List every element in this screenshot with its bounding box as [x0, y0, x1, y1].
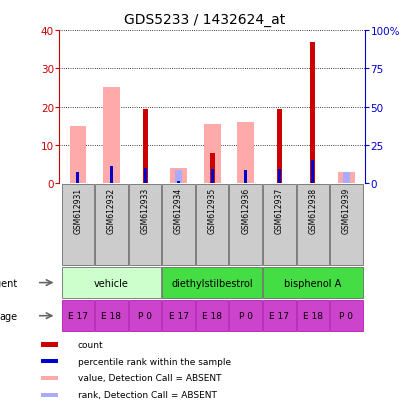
Bar — [162, 185, 194, 266]
Text: value, Detection Call = ABSENT: value, Detection Call = ABSENT — [78, 374, 221, 382]
Bar — [143, 168, 146, 184]
Bar — [177, 182, 180, 184]
Text: E 17: E 17 — [68, 311, 88, 320]
Text: E 18: E 18 — [101, 311, 121, 320]
Bar — [277, 169, 280, 184]
Bar — [310, 161, 314, 184]
Text: GSM612939: GSM612939 — [341, 187, 350, 233]
Bar — [41, 376, 58, 380]
Bar — [329, 185, 362, 266]
Bar — [329, 301, 362, 331]
Bar — [162, 301, 194, 331]
Bar — [263, 301, 295, 331]
Bar — [61, 268, 161, 298]
Text: E 17: E 17 — [168, 311, 188, 320]
Text: GSM612937: GSM612937 — [274, 187, 283, 233]
Text: age: age — [0, 311, 18, 321]
Bar — [196, 301, 228, 331]
Text: rank, Detection Call = ABSENT: rank, Detection Call = ABSENT — [78, 390, 216, 399]
Text: agent: agent — [0, 278, 18, 288]
Bar — [175, 171, 182, 184]
Bar — [244, 171, 247, 184]
Text: E 17: E 17 — [269, 311, 289, 320]
Bar — [170, 169, 187, 184]
Text: E 18: E 18 — [202, 311, 222, 320]
Bar — [342, 172, 349, 184]
Text: diethylstilbestrol: diethylstilbestrol — [171, 278, 252, 288]
Bar — [41, 359, 58, 363]
Bar — [142, 109, 147, 184]
Bar — [41, 342, 58, 347]
Text: count: count — [78, 340, 103, 349]
Text: GSM612931: GSM612931 — [73, 187, 82, 233]
Bar — [70, 126, 86, 184]
Bar — [337, 172, 354, 184]
Text: P 0: P 0 — [339, 311, 353, 320]
Text: bisphenol A: bisphenol A — [283, 278, 341, 288]
Bar — [110, 166, 113, 184]
Bar — [95, 185, 128, 266]
Bar — [209, 153, 214, 184]
Text: GSM612938: GSM612938 — [308, 187, 317, 233]
Bar — [128, 185, 161, 266]
Bar — [61, 185, 94, 266]
Bar — [229, 301, 261, 331]
Text: E 18: E 18 — [302, 311, 322, 320]
Bar — [276, 109, 281, 184]
Text: GSM612936: GSM612936 — [240, 187, 249, 233]
Bar — [263, 185, 295, 266]
Text: GSM612935: GSM612935 — [207, 187, 216, 233]
Bar — [229, 185, 261, 266]
Bar — [41, 393, 58, 397]
Bar — [237, 123, 254, 184]
Bar — [196, 185, 228, 266]
Text: P 0: P 0 — [238, 311, 252, 320]
Bar — [203, 125, 220, 184]
Text: GSM612934: GSM612934 — [174, 187, 183, 233]
Bar — [61, 301, 94, 331]
Bar — [296, 301, 328, 331]
Bar — [263, 268, 362, 298]
Text: P 0: P 0 — [138, 311, 152, 320]
Bar — [210, 170, 213, 184]
Bar — [296, 185, 328, 266]
Bar — [128, 301, 161, 331]
Bar — [310, 43, 315, 184]
Text: vehicle: vehicle — [94, 278, 128, 288]
Bar — [162, 268, 261, 298]
Text: GSM612932: GSM612932 — [107, 187, 116, 233]
Text: GSM612933: GSM612933 — [140, 187, 149, 233]
Bar — [95, 301, 128, 331]
Bar — [103, 88, 119, 184]
Text: GDS5233 / 1432624_at: GDS5233 / 1432624_at — [124, 13, 285, 27]
Text: percentile rank within the sample: percentile rank within the sample — [78, 357, 230, 366]
Bar — [76, 172, 79, 184]
